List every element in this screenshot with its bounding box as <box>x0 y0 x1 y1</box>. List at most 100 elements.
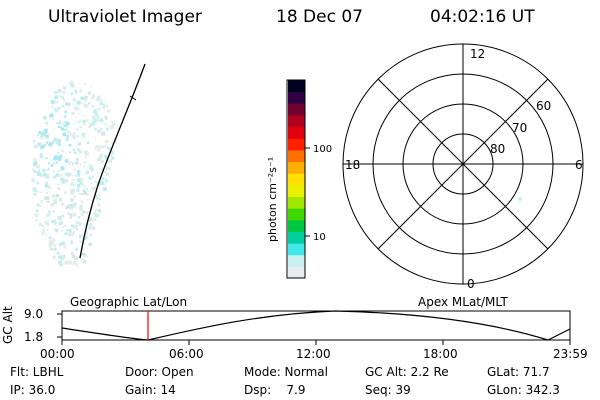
aurora-pixel <box>79 240 82 243</box>
aurora-pixel <box>99 108 102 111</box>
aurora-pixel <box>105 127 109 131</box>
aurora-pixel <box>69 161 72 164</box>
aurora-pixel <box>70 241 74 245</box>
aurora-pixel <box>60 127 64 131</box>
aurora-pixel <box>95 114 99 118</box>
aurora-pixel <box>69 205 73 210</box>
aurora-pixel <box>56 230 59 233</box>
aurora-pixel <box>94 137 97 140</box>
aurora-pixel <box>110 150 115 155</box>
aurora-pixel <box>56 122 58 124</box>
aurora-pixel <box>82 249 85 251</box>
observation-date: 18 Dec 07 <box>276 7 363 27</box>
x-tick-label-0600: 06:00 <box>169 347 204 361</box>
aurora-pixel <box>77 187 80 190</box>
timeline-frame <box>61 310 571 341</box>
aurora-pixel <box>77 141 82 146</box>
aurora-pixel <box>100 156 103 159</box>
aurora-pixel <box>56 251 60 255</box>
aurora-pixel <box>48 244 53 248</box>
x-tick-label-1800: 18:00 <box>423 347 458 361</box>
aurora-pixel <box>59 126 62 129</box>
aurora-pixel <box>68 82 71 85</box>
aurora-pixel <box>88 176 92 180</box>
y-axis-label: GC Alt <box>1 306 15 344</box>
aurora-pixel <box>98 145 102 149</box>
aurora-pixel <box>93 211 97 215</box>
aurora-pixel <box>105 105 108 108</box>
aurora-pixel <box>64 179 69 183</box>
aurora-pixel <box>35 213 39 217</box>
aurora-pixel <box>47 167 50 170</box>
aurora-pixel <box>67 130 71 135</box>
aurora-pixel <box>54 155 57 159</box>
aurora-pixel <box>66 135 70 139</box>
aurora-pixel <box>46 141 49 144</box>
aurora-pixel <box>56 140 60 144</box>
aurora-pixel <box>65 206 69 210</box>
aurora-pixel <box>57 106 61 110</box>
aurora-pixel <box>71 164 74 166</box>
timeline-right-title: Apex MLat/MLT <box>418 295 508 309</box>
aurora-pixel <box>94 213 99 218</box>
aurora-pixel <box>71 161 74 164</box>
aurora-pixel <box>68 260 72 265</box>
polar-lat-label-60: 60 <box>536 99 551 113</box>
aurora-pixel <box>83 191 87 196</box>
aurora-pixel <box>48 162 50 165</box>
aurora-pixel <box>51 106 54 108</box>
aurora-pixel <box>100 181 105 186</box>
aurora-pixel <box>76 188 80 193</box>
aurora-pixel <box>41 224 44 227</box>
aurora-pixel <box>39 154 44 159</box>
aurora-pixel <box>64 260 69 265</box>
polar-emission-spot <box>518 197 522 201</box>
aurora-pixel <box>79 236 82 239</box>
aurora-pixel <box>81 229 83 231</box>
aurora-pixel <box>54 90 58 94</box>
aurora-pixel <box>105 145 108 148</box>
aurora-pixel <box>56 155 61 160</box>
ip-readout: IP: 36.0 <box>10 383 56 397</box>
aurora-pixel <box>83 189 86 192</box>
aurora-pixel <box>63 115 67 119</box>
aurora-pixel <box>73 137 76 140</box>
aurora-pixel <box>108 159 112 164</box>
aurora-pixel <box>77 178 81 182</box>
aurora-pixel <box>82 102 85 106</box>
aurora-pixel <box>37 142 42 147</box>
aurora-pixel <box>58 242 62 247</box>
aurora-pixel <box>72 212 77 217</box>
colorbar-frame <box>286 79 306 279</box>
aurora-pixel <box>53 175 57 179</box>
x-tick-label-1200: 12:00 <box>296 347 331 361</box>
aurora-pixel <box>89 223 93 227</box>
aurora-pixel <box>48 186 51 189</box>
aurora-pixel <box>59 119 62 123</box>
aurora-pixel <box>63 100 66 102</box>
aurora-pixel <box>104 123 107 125</box>
aurora-pixel <box>70 203 74 207</box>
aurora-pixel <box>107 147 111 150</box>
aurora-pixel <box>61 202 65 207</box>
colorbar-cell <box>288 80 305 93</box>
aurora-pixel <box>89 85 92 88</box>
aurora-pixel <box>43 172 47 177</box>
aurora-pixel <box>45 181 48 184</box>
aurora-pixel <box>102 103 105 106</box>
aurora-pixel <box>79 126 82 129</box>
aurora-pixel <box>74 90 78 93</box>
aurora-pixel <box>70 92 74 96</box>
aurora-pixel <box>79 193 81 195</box>
aurora-pixel <box>79 150 83 154</box>
aurora-pixel <box>82 114 85 116</box>
aurora-pixel <box>56 174 58 177</box>
aurora-pixel <box>79 163 82 166</box>
aurora-pixel <box>75 257 78 259</box>
aurora-pixel <box>77 172 81 176</box>
colorbar-cell <box>288 149 305 163</box>
aurora-pixel <box>87 141 90 144</box>
aurora-pixel <box>100 99 103 102</box>
aurora-pixel <box>71 111 75 116</box>
aurora-pixel <box>43 133 46 137</box>
